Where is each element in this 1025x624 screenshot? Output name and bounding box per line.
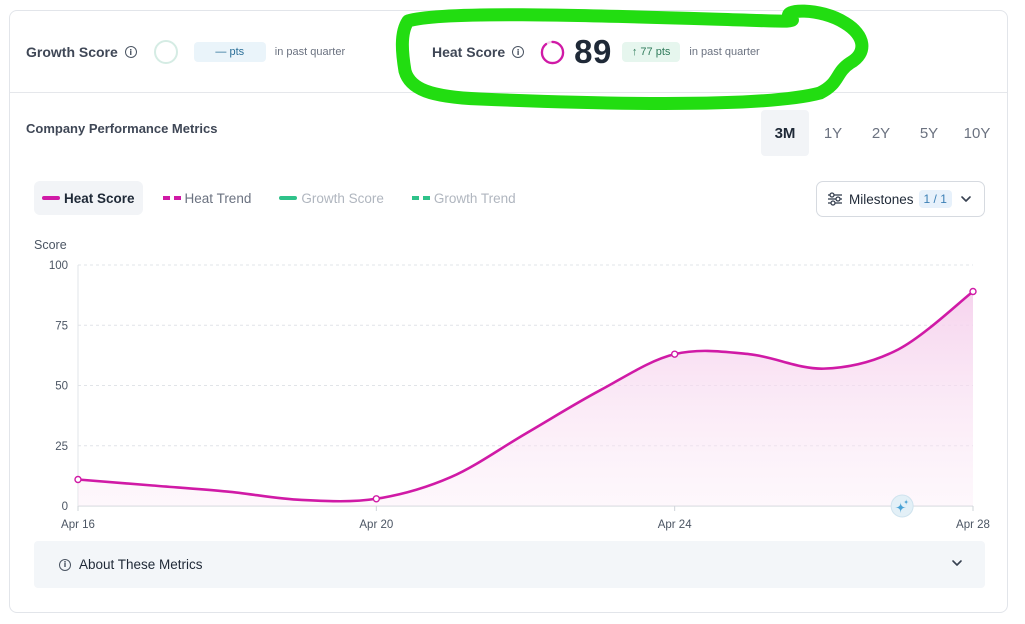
growth-score-block: Growth Score i — pts in past quarter: [26, 11, 345, 93]
heat-trend-swatch: [162, 196, 181, 200]
heat-score-area: [78, 291, 973, 506]
milestones-count-badge: 1 / 1: [918, 190, 952, 208]
x-tick-label: Apr 20: [359, 519, 393, 531]
legend-heat-score-label: Heat Score: [64, 190, 135, 206]
legend-heat-trend-label: Heat Trend: [184, 190, 252, 206]
legend-growth-trend-label: Growth Trend: [433, 190, 516, 206]
growth-trend-swatch: [411, 196, 430, 200]
info-icon[interactable]: i: [512, 46, 525, 58]
x-tick-label: Apr 16: [61, 519, 95, 531]
score-summary-row: Growth Score i — pts in past quarter Hea…: [10, 11, 1007, 93]
y-tick-label: 100: [49, 260, 68, 272]
x-tick-label: Apr 28: [956, 519, 990, 531]
y-tick-label: 50: [55, 381, 68, 393]
heat-score-point[interactable]: [372, 495, 381, 503]
legend-growth-trend[interactable]: Growth Trend: [404, 181, 524, 215]
range-tab-10y[interactable]: 10Y: [963, 124, 991, 142]
about-metrics-accordion[interactable]: i About These Metrics: [34, 541, 985, 588]
heat-score-swatch: [42, 196, 60, 200]
range-tab-5y[interactable]: 5Y: [919, 124, 939, 142]
metrics-title: Company Performance Metrics: [26, 121, 218, 136]
x-axis-ticks: Apr 16 Apr 20 Apr 24 Apr 28: [61, 506, 990, 531]
performance-card: Growth Score i — pts in past quarter Hea…: [9, 4, 1008, 613]
info-icon: i: [59, 558, 71, 571]
range-tab-2y[interactable]: 2Y: [871, 124, 891, 142]
legend-heat-score[interactable]: Heat Score: [34, 181, 143, 215]
legend-growth-score[interactable]: Growth Score: [271, 181, 392, 215]
chart-legend: Heat Score Heat Trend Growth Score Growt…: [34, 181, 536, 215]
x-tick-label: Apr 24: [658, 519, 692, 531]
heat-score-point[interactable]: [670, 350, 679, 358]
legend-heat-trend[interactable]: Heat Trend: [155, 181, 260, 215]
milestones-label: Milestones: [849, 191, 914, 207]
y-axis-title: Score: [34, 238, 67, 252]
sparkle-icon: [895, 499, 909, 513]
info-icon[interactable]: i: [124, 46, 137, 58]
heat-score-ring: [540, 40, 565, 64]
heat-score-chart: Score 0 25 50 75 100 Apr 16 Apr 20 Apr 24 Apr 2…: [34, 238, 990, 531]
growth-period-text: in past quarter: [274, 46, 346, 58]
milestone-marker[interactable]: [890, 494, 914, 518]
chevron-down-icon: [961, 196, 971, 202]
heat-change-badge: ↑ 77 pts: [621, 42, 681, 62]
heat-score-line: [77, 290, 974, 503]
heat-score-point[interactable]: [969, 287, 977, 296]
heat-score-markers: [74, 287, 977, 503]
about-metrics-label: About These Metrics: [79, 557, 203, 572]
legend-growth-score-label: Growth Score: [301, 190, 384, 206]
y-tick-label: 0: [62, 501, 68, 513]
y-tick-label: 75: [55, 320, 68, 332]
milestones-dropdown[interactable]: Milestones 1 / 1: [816, 181, 985, 217]
heat-score-label: Heat Score: [432, 44, 506, 60]
growth-score-label: Growth Score: [26, 44, 118, 60]
growth-score-ring: [153, 40, 178, 64]
heat-period-text: in past quarter: [689, 46, 760, 58]
range-tab-1y[interactable]: 1Y: [823, 124, 843, 142]
growth-score-swatch: [279, 196, 298, 200]
range-tab-3m[interactable]: 3M: [761, 110, 809, 156]
heat-score-value: 89: [574, 33, 612, 70]
y-tick-label: 25: [55, 441, 68, 453]
y-axis-ticks: 0 25 50 75 100: [49, 260, 68, 513]
heat-score-point[interactable]: [74, 475, 82, 484]
growth-change-badge: — pts: [193, 42, 266, 62]
heat-score-block: Heat Score i 89 ↑ 77 pts in past quarter: [432, 11, 760, 93]
range-tabs: 3M 1Y 2Y 5Y 10Y: [761, 110, 1001, 156]
chevron-down-icon: [952, 560, 962, 566]
sliders-icon: [828, 192, 842, 206]
